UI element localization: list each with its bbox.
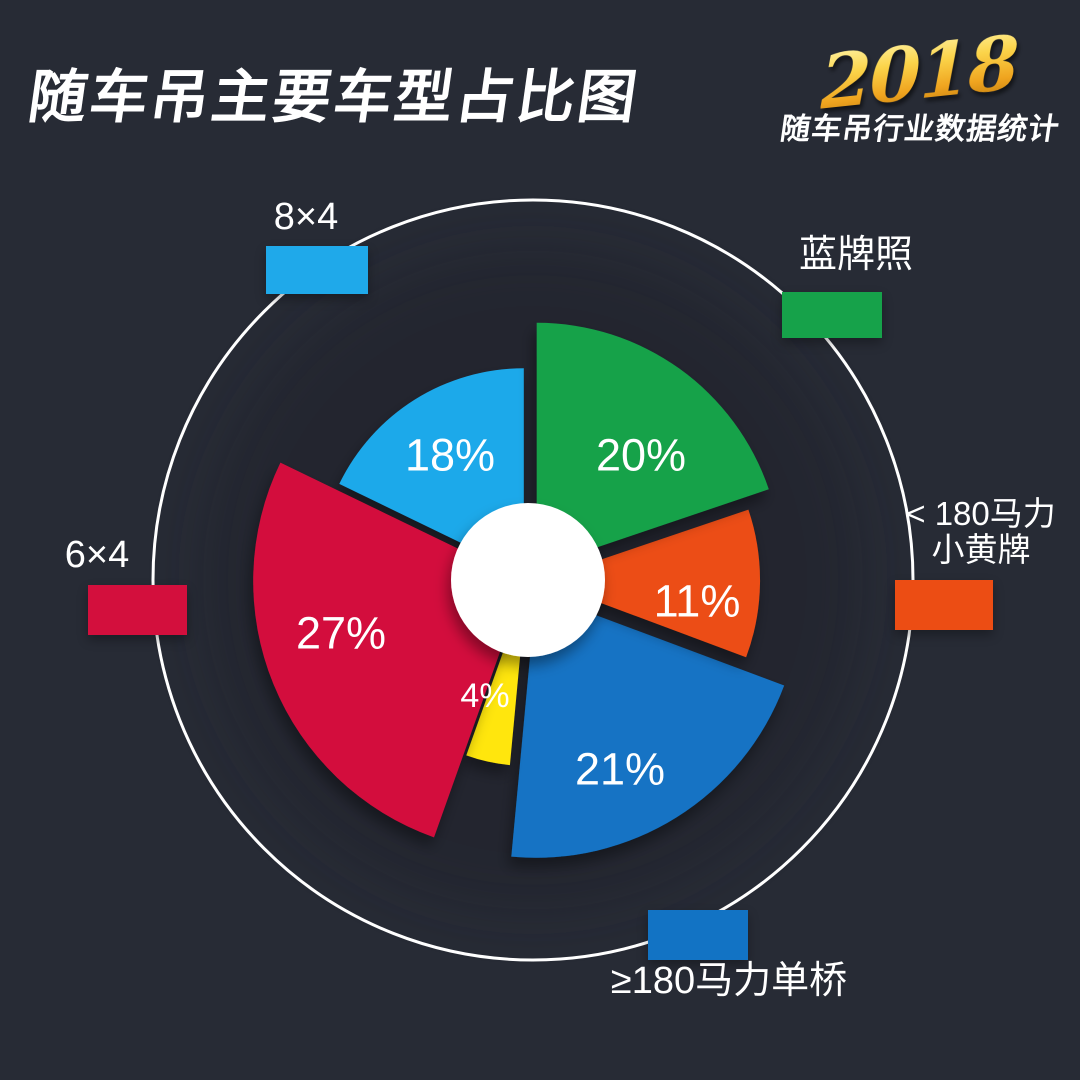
pct-label-eight-by-four: 18% xyxy=(405,430,495,481)
pct-label-over-180hp-single-axle: 21% xyxy=(575,744,665,795)
pct-label-other-small-slice: 4% xyxy=(460,677,509,715)
pie-slice-blue-plate xyxy=(536,322,769,568)
pct-label-six-by-four: 27% xyxy=(296,608,386,659)
pie-slice-under-180hp-yellow-plate xyxy=(540,509,761,658)
center-circle xyxy=(451,503,605,657)
pct-label-under-180hp-yellow-plate: 11% xyxy=(654,576,741,627)
pct-label-blue-plate: 20% xyxy=(596,430,686,481)
pie-slice-over-180hp-single-axle xyxy=(511,592,785,858)
